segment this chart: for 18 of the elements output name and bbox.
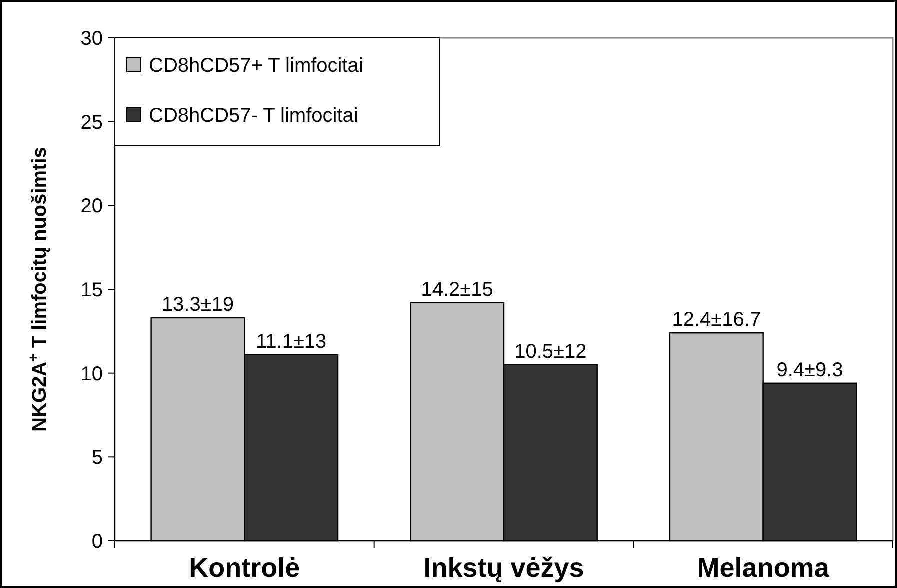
data-label: 14.2±15 [421, 278, 494, 301]
data-label: 13.3±19 [162, 294, 234, 316]
y-tick-label: 0 [92, 531, 103, 553]
y-tick-label: 25 [80, 112, 103, 134]
data-label: 10.5±12 [514, 340, 587, 363]
y-tick-label: 15 [80, 280, 103, 302]
data-label: 11.1±13 [256, 330, 327, 353]
y-tick-label: 20 [80, 196, 103, 218]
legend-label: CD8hCD57- T limfocitai [149, 105, 358, 127]
data-label: 9.4±9.3 [776, 359, 844, 382]
y-tick-label: 10 [80, 363, 103, 386]
y-tick-label: 30 [80, 28, 103, 50]
x-tick-label: Kontrolė [189, 553, 300, 583]
x-tick-label: Inkstų vėžys [424, 553, 584, 583]
data-label: 12.4±16.7 [672, 309, 762, 332]
x-tick-label: Melanoma [697, 553, 830, 583]
legend-label: CD8hCD57+ T limfocitai [149, 55, 364, 77]
y-tick-label: 5 [92, 447, 103, 470]
